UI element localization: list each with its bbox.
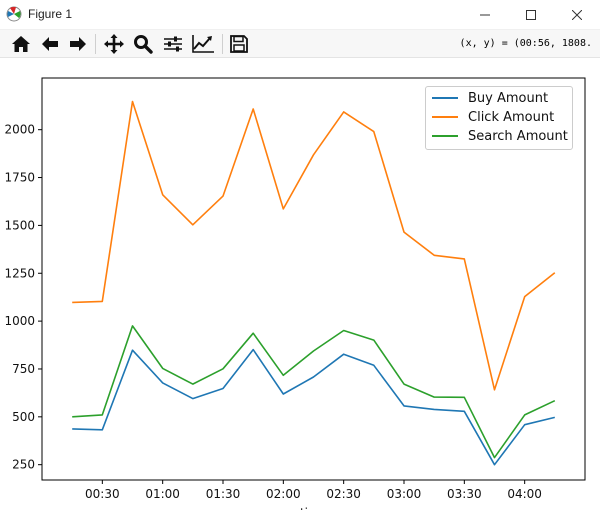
legend-label-buy: Buy Amount <box>468 90 549 106</box>
series-line-0 <box>72 348 555 466</box>
toolbar-separator <box>95 34 96 54</box>
legend-line-buy <box>432 97 458 99</box>
matplotlib-logo-icon <box>6 6 22 22</box>
arrow-right-icon <box>70 37 86 51</box>
back-button[interactable] <box>37 32 63 56</box>
close-icon <box>572 10 582 20</box>
subplots-button[interactable] <box>160 32 186 56</box>
minimize-button[interactable] <box>462 0 508 30</box>
legend-label-click: Click Amount <box>468 109 555 125</box>
minimize-icon <box>480 14 490 16</box>
x-tick-label: 02:00 <box>266 487 301 501</box>
forward-button[interactable] <box>65 32 91 56</box>
arrow-left-icon <box>42 37 58 51</box>
series-line-2 <box>72 325 556 459</box>
cursor-coordinates: (x, y) = (00:56, 1808. <box>459 38 592 49</box>
figure-canvas[interactable]: 250 500 750 1000 1250 1500 1750 2000 00:30 01:00 0… <box>0 58 600 510</box>
x-tick-label: 00:30 <box>85 487 120 501</box>
y-tick-label: 2000 <box>4 123 35 137</box>
chart-line-icon <box>192 35 214 53</box>
window-title: Figure 1 <box>28 7 73 21</box>
legend-item-click: Click Amount <box>432 108 554 126</box>
home-button[interactable] <box>8 32 34 56</box>
pan-button[interactable] <box>101 32 127 56</box>
x-tick-label: 03:00 <box>387 487 422 501</box>
series-line-1 <box>72 100 556 391</box>
x-tick-label: 03:30 <box>447 487 482 501</box>
save-button[interactable] <box>226 32 252 56</box>
y-tick-label: 1500 <box>4 218 35 232</box>
home-icon <box>12 36 30 52</box>
zoom-button[interactable] <box>130 32 156 56</box>
y-tick-label: 1750 <box>4 171 35 185</box>
floppy-icon <box>230 35 248 53</box>
move-icon <box>104 34 124 54</box>
x-tick-label: 01:00 <box>145 487 180 501</box>
legend-item-search: Search Amount <box>432 127 568 145</box>
y-tick-label: 500 <box>12 410 35 424</box>
legend-item-buy: Buy Amount <box>432 89 548 107</box>
magnifier-icon <box>134 35 153 54</box>
toolbar-separator <box>222 34 223 54</box>
title-bar: Figure 1 <box>0 0 600 30</box>
edit-axis-button[interactable] <box>190 32 216 56</box>
chart-legend: Buy Amount Click Amount Search Amount <box>425 86 573 150</box>
x-axis-title: time <box>300 506 327 510</box>
maximize-icon <box>526 10 536 20</box>
x-tick-label: 02:30 <box>326 487 361 501</box>
y-tick-label: 1250 <box>4 266 35 280</box>
legend-line-click <box>432 116 458 118</box>
line-chart[interactable]: 250 500 750 1000 1250 1500 1750 2000 00:30 01:00 0… <box>0 58 600 510</box>
y-tick-label: 1000 <box>4 314 35 328</box>
close-button[interactable] <box>554 0 600 30</box>
sliders-icon <box>164 36 182 52</box>
legend-label-search: Search Amount <box>468 128 568 144</box>
maximize-button[interactable] <box>508 0 554 30</box>
axes-frame <box>41 77 586 481</box>
x-tick-label: 01:30 <box>206 487 241 501</box>
legend-line-search <box>432 135 458 137</box>
x-tick-label: 04:00 <box>507 487 542 501</box>
navigation-toolbar: (x, y) = (00:56, 1808. <box>0 30 600 58</box>
y-tick-label: 250 <box>12 458 35 472</box>
y-tick-label: 750 <box>12 362 35 376</box>
